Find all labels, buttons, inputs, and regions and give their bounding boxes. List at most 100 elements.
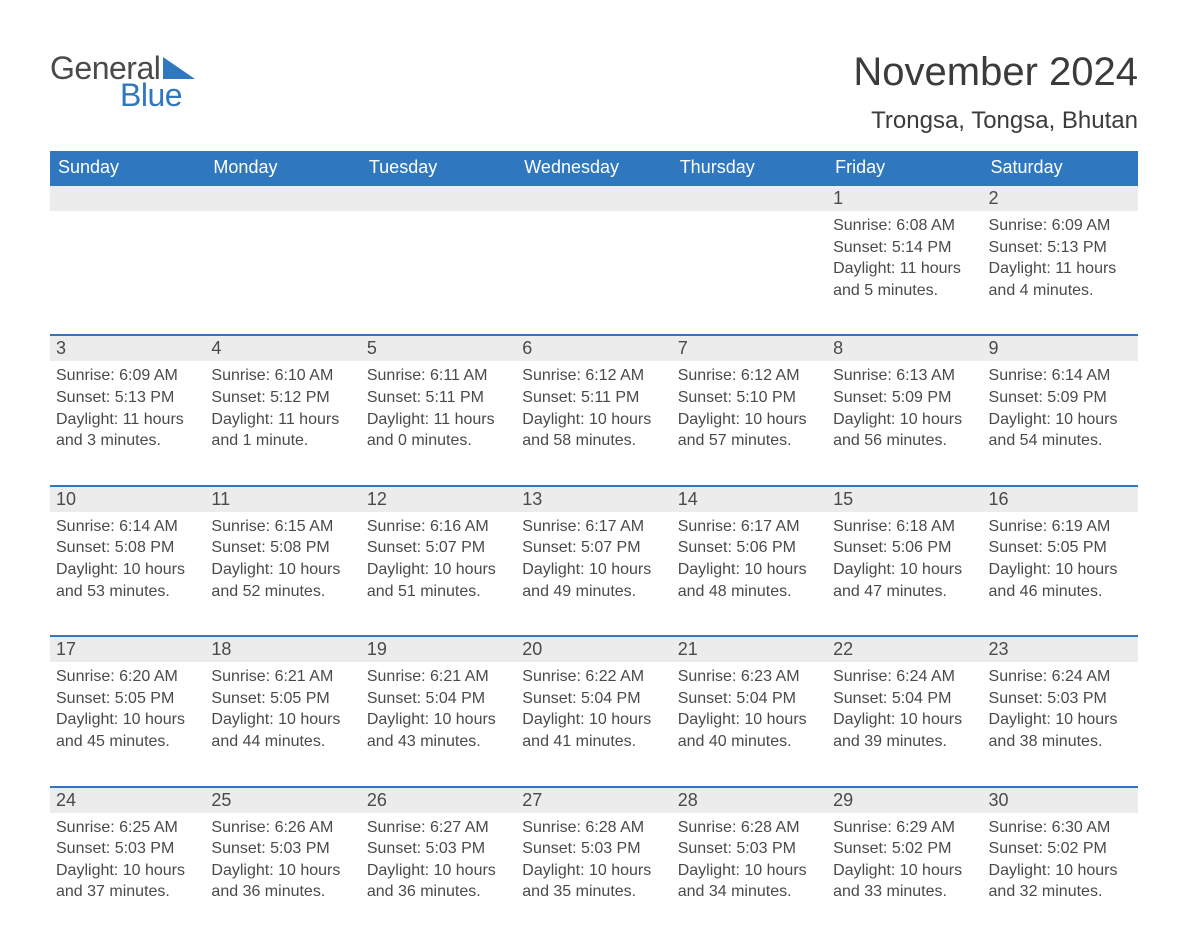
weekday-header: Monday bbox=[205, 151, 360, 185]
sunrise-text: Sunrise: 6:14 AM bbox=[56, 516, 199, 538]
day-number-cell: 11 bbox=[205, 486, 360, 512]
sunset-text: Sunset: 5:08 PM bbox=[211, 537, 354, 559]
day-number-cell bbox=[672, 185, 827, 211]
sunset-text: Sunset: 5:04 PM bbox=[522, 688, 665, 710]
week-daynum-row: 17181920212223 bbox=[50, 636, 1138, 662]
sunset-text: Sunset: 5:03 PM bbox=[56, 838, 199, 860]
sunrise-text: Sunrise: 6:09 AM bbox=[989, 215, 1132, 237]
day-number-cell: 6 bbox=[516, 335, 671, 361]
sunset-text: Sunset: 5:04 PM bbox=[678, 688, 821, 710]
sunset-text: Sunset: 5:04 PM bbox=[833, 688, 976, 710]
week-detail-row: Sunrise: 6:25 AMSunset: 5:03 PMDaylight:… bbox=[50, 813, 1138, 903]
sunrise-text: Sunrise: 6:16 AM bbox=[367, 516, 510, 538]
day-detail-cell: Sunrise: 6:24 AMSunset: 5:03 PMDaylight:… bbox=[983, 662, 1138, 752]
day-detail-cell: Sunrise: 6:24 AMSunset: 5:04 PMDaylight:… bbox=[827, 662, 982, 752]
day-detail-cell: Sunrise: 6:28 AMSunset: 5:03 PMDaylight:… bbox=[672, 813, 827, 903]
sunset-text: Sunset: 5:13 PM bbox=[989, 237, 1132, 259]
daylight-text: Daylight: 10 hours and 57 minutes. bbox=[678, 409, 821, 452]
day-number-cell: 27 bbox=[516, 787, 671, 813]
week-daynum-row: 3456789 bbox=[50, 335, 1138, 361]
day-number-cell: 17 bbox=[50, 636, 205, 662]
day-detail-cell: Sunrise: 6:30 AMSunset: 5:02 PMDaylight:… bbox=[983, 813, 1138, 903]
week-detail-row: Sunrise: 6:14 AMSunset: 5:08 PMDaylight:… bbox=[50, 512, 1138, 602]
sunset-text: Sunset: 5:10 PM bbox=[678, 387, 821, 409]
day-number-cell: 9 bbox=[983, 335, 1138, 361]
sunrise-text: Sunrise: 6:10 AM bbox=[211, 365, 354, 387]
week-spacer bbox=[50, 602, 1138, 636]
day-detail-cell: Sunrise: 6:20 AMSunset: 5:05 PMDaylight:… bbox=[50, 662, 205, 752]
day-number-cell: 23 bbox=[983, 636, 1138, 662]
daylight-text: Daylight: 10 hours and 52 minutes. bbox=[211, 559, 354, 602]
daylight-text: Daylight: 10 hours and 39 minutes. bbox=[833, 709, 976, 752]
week-spacer bbox=[50, 301, 1138, 335]
daylight-text: Daylight: 10 hours and 46 minutes. bbox=[989, 559, 1132, 602]
day-detail-cell: Sunrise: 6:18 AMSunset: 5:06 PMDaylight:… bbox=[827, 512, 982, 602]
daylight-text: Daylight: 10 hours and 34 minutes. bbox=[678, 860, 821, 903]
daylight-text: Daylight: 10 hours and 51 minutes. bbox=[367, 559, 510, 602]
sunrise-text: Sunrise: 6:21 AM bbox=[367, 666, 510, 688]
sunrise-text: Sunrise: 6:22 AM bbox=[522, 666, 665, 688]
sunrise-text: Sunrise: 6:09 AM bbox=[56, 365, 199, 387]
day-detail-cell bbox=[516, 211, 671, 301]
daylight-text: Daylight: 10 hours and 53 minutes. bbox=[56, 559, 199, 602]
day-number-cell: 4 bbox=[205, 335, 360, 361]
day-detail-cell: Sunrise: 6:26 AMSunset: 5:03 PMDaylight:… bbox=[205, 813, 360, 903]
day-number-cell: 1 bbox=[827, 185, 982, 211]
day-detail-cell bbox=[50, 211, 205, 301]
day-detail-cell bbox=[361, 211, 516, 301]
day-detail-cell: Sunrise: 6:15 AMSunset: 5:08 PMDaylight:… bbox=[205, 512, 360, 602]
day-number-cell: 24 bbox=[50, 787, 205, 813]
daylight-text: Daylight: 10 hours and 58 minutes. bbox=[522, 409, 665, 452]
day-number-cell: 10 bbox=[50, 486, 205, 512]
day-number-cell: 22 bbox=[827, 636, 982, 662]
sunset-text: Sunset: 5:11 PM bbox=[522, 387, 665, 409]
day-number-cell: 20 bbox=[516, 636, 671, 662]
sunset-text: Sunset: 5:03 PM bbox=[211, 838, 354, 860]
week-daynum-row: 24252627282930 bbox=[50, 787, 1138, 813]
daylight-text: Daylight: 10 hours and 48 minutes. bbox=[678, 559, 821, 602]
day-detail-cell: Sunrise: 6:09 AMSunset: 5:13 PMDaylight:… bbox=[983, 211, 1138, 301]
weekday-header: Tuesday bbox=[361, 151, 516, 185]
daylight-text: Daylight: 10 hours and 44 minutes. bbox=[211, 709, 354, 752]
daylight-text: Daylight: 10 hours and 36 minutes. bbox=[211, 860, 354, 903]
sunrise-text: Sunrise: 6:29 AM bbox=[833, 817, 976, 839]
day-number-cell: 25 bbox=[205, 787, 360, 813]
weekday-header: Wednesday bbox=[516, 151, 671, 185]
day-number-cell: 19 bbox=[361, 636, 516, 662]
day-detail-cell: Sunrise: 6:12 AMSunset: 5:10 PMDaylight:… bbox=[672, 361, 827, 451]
day-detail-cell bbox=[672, 211, 827, 301]
sunrise-text: Sunrise: 6:30 AM bbox=[989, 817, 1132, 839]
day-number-cell: 7 bbox=[672, 335, 827, 361]
sunset-text: Sunset: 5:02 PM bbox=[833, 838, 976, 860]
logo: General Blue bbox=[50, 50, 195, 110]
daylight-text: Daylight: 10 hours and 56 minutes. bbox=[833, 409, 976, 452]
week-spacer bbox=[50, 753, 1138, 787]
title-block: November 2024 Trongsa, Tongsa, Bhutan bbox=[853, 50, 1138, 145]
sunrise-text: Sunrise: 6:12 AM bbox=[678, 365, 821, 387]
weekday-header-row: Sunday Monday Tuesday Wednesday Thursday… bbox=[50, 151, 1138, 185]
day-detail-cell: Sunrise: 6:13 AMSunset: 5:09 PMDaylight:… bbox=[827, 361, 982, 451]
location: Trongsa, Tongsa, Bhutan bbox=[853, 107, 1138, 135]
day-detail-cell: Sunrise: 6:09 AMSunset: 5:13 PMDaylight:… bbox=[50, 361, 205, 451]
day-detail-cell: Sunrise: 6:08 AMSunset: 5:14 PMDaylight:… bbox=[827, 211, 982, 301]
daylight-text: Daylight: 11 hours and 0 minutes. bbox=[367, 409, 510, 452]
day-detail-cell: Sunrise: 6:28 AMSunset: 5:03 PMDaylight:… bbox=[516, 813, 671, 903]
logo-text-blue: Blue bbox=[120, 77, 182, 114]
sunrise-text: Sunrise: 6:25 AM bbox=[56, 817, 199, 839]
sunrise-text: Sunrise: 6:18 AM bbox=[833, 516, 976, 538]
daylight-text: Daylight: 10 hours and 36 minutes. bbox=[367, 860, 510, 903]
sunset-text: Sunset: 5:05 PM bbox=[989, 537, 1132, 559]
sunset-text: Sunset: 5:06 PM bbox=[678, 537, 821, 559]
day-detail-cell: Sunrise: 6:11 AMSunset: 5:11 PMDaylight:… bbox=[361, 361, 516, 451]
sunset-text: Sunset: 5:12 PM bbox=[211, 387, 354, 409]
calendar-table: Sunday Monday Tuesday Wednesday Thursday… bbox=[50, 151, 1138, 903]
sunset-text: Sunset: 5:02 PM bbox=[989, 838, 1132, 860]
day-detail-cell: Sunrise: 6:14 AMSunset: 5:08 PMDaylight:… bbox=[50, 512, 205, 602]
daylight-text: Daylight: 10 hours and 40 minutes. bbox=[678, 709, 821, 752]
daylight-text: Daylight: 10 hours and 33 minutes. bbox=[833, 860, 976, 903]
sunrise-text: Sunrise: 6:11 AM bbox=[367, 365, 510, 387]
day-detail-cell: Sunrise: 6:12 AMSunset: 5:11 PMDaylight:… bbox=[516, 361, 671, 451]
week-spacer bbox=[50, 452, 1138, 486]
day-number-cell: 18 bbox=[205, 636, 360, 662]
daylight-text: Daylight: 10 hours and 43 minutes. bbox=[367, 709, 510, 752]
